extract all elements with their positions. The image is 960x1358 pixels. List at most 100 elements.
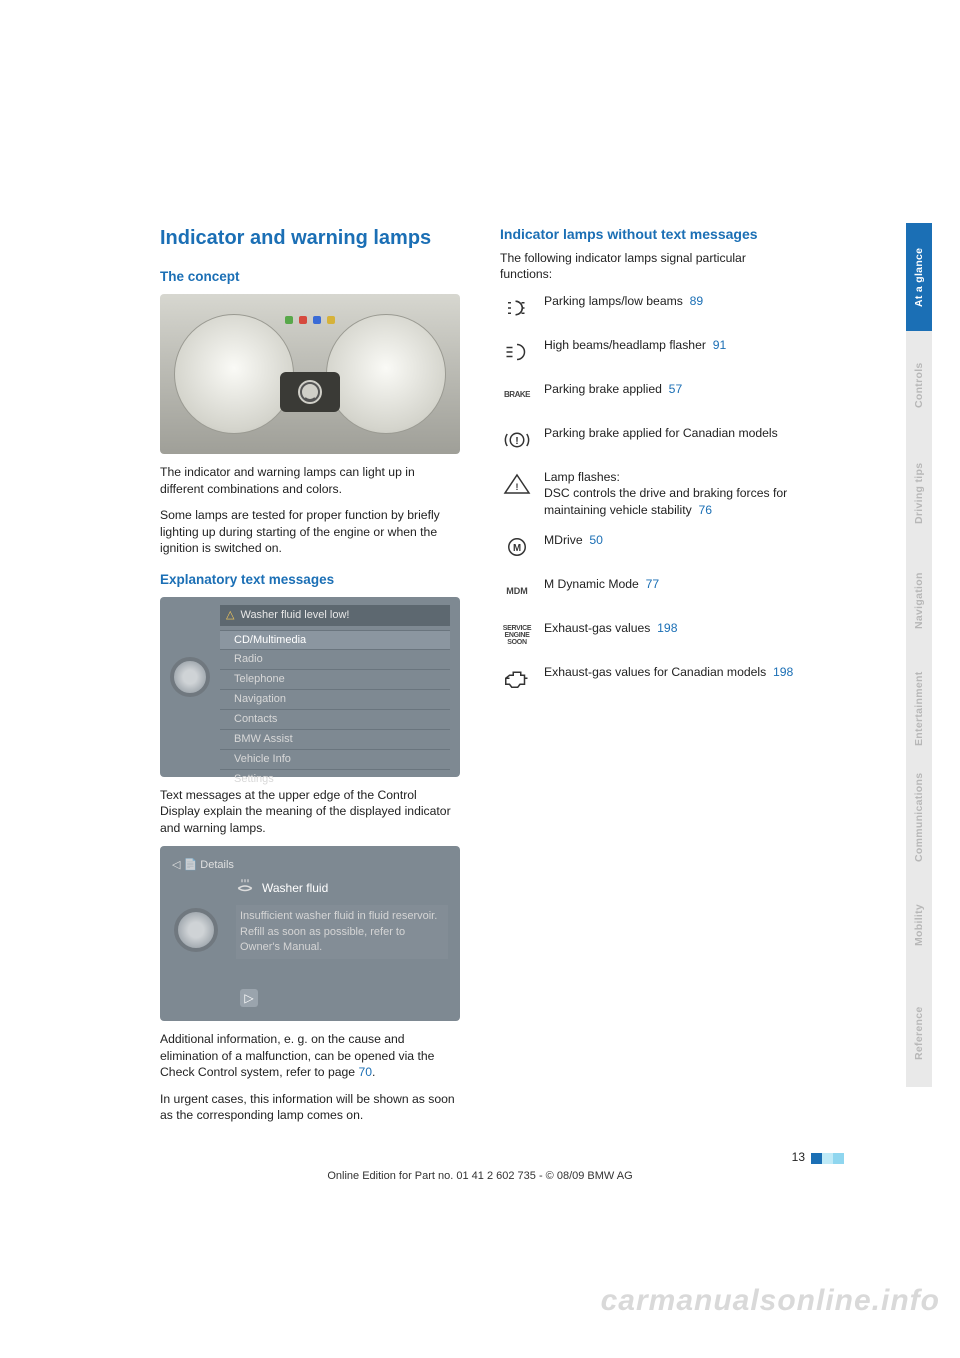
concept-p2: Some lamps are tested for proper functio…	[160, 507, 460, 556]
washer-fluid-icon	[236, 879, 254, 897]
svg-text:!: !	[515, 435, 519, 447]
explanatory-heading: Explanatory text messages	[160, 571, 460, 589]
page-number-strip	[811, 1153, 844, 1164]
menu-list: CD/MultimediaRadioTelephoneNavigationCon…	[220, 630, 450, 789]
lamp-text: Exhaust-gas values 198	[544, 620, 800, 636]
mdm-icon: MDM	[500, 576, 534, 606]
side-tab[interactable]: Driving tips	[906, 439, 932, 547]
idrive-knob-icon	[170, 657, 210, 697]
lamp-text: Parking brake applied 57	[544, 381, 800, 397]
dash-indicator-strip	[285, 316, 335, 324]
lamp-text: High beams/headlamp flasher 91	[544, 337, 800, 353]
side-tab[interactable]: Entertainment	[906, 655, 932, 763]
concept-p1: The indicator and warning lamps can ligh…	[160, 464, 460, 497]
details-title: Washer fluid	[236, 879, 448, 897]
lamp-row: Exhaust-gas values for Canadian models 1…	[500, 664, 800, 694]
lamp-text: Parking brake applied for Canadian model…	[544, 425, 800, 441]
manual-page: Indicator and warning lamps The concept …	[0, 0, 960, 1358]
lamp-row: M MDrive 50	[500, 532, 800, 562]
side-tab[interactable]: Controls	[906, 331, 932, 439]
warning-triangle-icon: △	[226, 609, 234, 621]
right-intro: The following indicator lamps signal par…	[500, 250, 800, 283]
mdrive-icon: M	[500, 532, 534, 562]
page-link[interactable]: 91	[713, 338, 727, 352]
page-link[interactable]: 198	[773, 665, 793, 679]
page-link[interactable]: 57	[669, 382, 683, 396]
right-heading: Indicator lamps without text messages	[500, 225, 800, 244]
lamp-row: ! Lamp flashes:DSC controls the drive and…	[500, 469, 800, 518]
footer-text: Online Edition for Part no. 01 41 2 602 …	[0, 1170, 960, 1182]
details-message: Insufficient washer fluid in fluid reser…	[236, 905, 448, 959]
page-link[interactable]: 77	[646, 577, 660, 591]
side-tab[interactable]: Reference	[906, 979, 932, 1087]
dsc-icon: !	[500, 469, 534, 499]
add-p1-text: Additional information, e. g. on the cau…	[160, 1032, 434, 1079]
details-header-label: Details	[200, 859, 234, 871]
menu-figure: △ Washer fluid level low! CD/MultimediaRa…	[160, 597, 460, 777]
page-link[interactable]: 198	[657, 621, 677, 635]
left-column: Indicator and warning lamps The concept …	[160, 225, 460, 1134]
side-tab[interactable]: At a glance	[906, 223, 932, 331]
svg-text:M: M	[513, 543, 521, 554]
lamp-row: ! Parking brake applied for Canadian mode…	[500, 425, 800, 455]
page-number-block: 13	[792, 1150, 844, 1164]
gauge-left	[174, 314, 294, 434]
menu-item: CD/Multimedia	[220, 630, 450, 650]
details-figure: ◁ 📄 Details Washer fluid Insufficient wa…	[160, 846, 460, 1021]
right-column: Indicator lamps without text messages Th…	[500, 225, 800, 1134]
watermark: carmanualsonline.info	[601, 1284, 940, 1318]
lamp-row: BRAKE Parking brake applied 57	[500, 381, 800, 411]
lamp-row: SERVICEENGINESOON Exhaust-gas values 198	[500, 620, 800, 650]
page-link[interactable]: 89	[690, 294, 704, 308]
menu-item: Settings	[220, 769, 450, 789]
lamp-text: Parking lamps/low beams 89	[544, 293, 800, 309]
lamp-text: M Dynamic Mode 77	[544, 576, 800, 592]
menu-warning-text: Washer fluid level low!	[240, 609, 349, 621]
details-next-icon: ▷	[240, 989, 258, 1007]
page-link-70[interactable]: 70	[358, 1065, 372, 1079]
brake_us-icon: BRAKE	[500, 381, 534, 411]
page-link[interactable]: 50	[589, 533, 603, 547]
svc-icon: SERVICEENGINESOON	[500, 620, 534, 650]
lamp-list: Parking lamps/low beams 89 High beams/hea…	[500, 293, 800, 694]
menu-item: Radio	[220, 649, 450, 669]
back-arrow-icon: ◁	[172, 859, 184, 871]
engine-icon	[500, 664, 534, 694]
side-tabs: At a glanceControlsDriving tipsNavigatio…	[906, 223, 932, 1087]
details-header: ◁ 📄 Details	[172, 858, 448, 873]
svg-text:!: !	[516, 482, 519, 492]
dashboard-figure	[160, 294, 460, 454]
page-number: 13	[792, 1150, 805, 1164]
menu-item: Telephone	[220, 669, 450, 689]
explanatory-p: Text messages at the upper edge of the C…	[160, 787, 460, 836]
additional-p1: Additional information, e. g. on the cau…	[160, 1031, 460, 1080]
side-tab[interactable]: Navigation	[906, 547, 932, 655]
side-tab[interactable]: Mobility	[906, 871, 932, 979]
page-link[interactable]: 76	[698, 503, 712, 517]
menu-item: Navigation	[220, 689, 450, 709]
lamp-text: Exhaust-gas values for Canadian models 1…	[544, 664, 800, 680]
lowbeam-icon	[500, 293, 534, 323]
lamp-text: MDrive 50	[544, 532, 800, 548]
details-title-text: Washer fluid	[262, 880, 328, 896]
idrive-knob-icon	[174, 908, 218, 952]
additional-p2: In urgent cases, this information will b…	[160, 1091, 460, 1124]
brake_ca-icon: !	[500, 425, 534, 455]
menu-item: BMW Assist	[220, 729, 450, 749]
gauge-right	[326, 314, 446, 434]
lamp-text: Lamp flashes:DSC controls the drive and …	[544, 469, 800, 518]
details-body: Washer fluid Insufficient washer fluid i…	[236, 879, 448, 959]
center-warning-icon	[298, 380, 322, 404]
lamp-row: MDM M Dynamic Mode 77	[500, 576, 800, 606]
menu-warning-bar: △ Washer fluid level low!	[220, 605, 450, 626]
menu-item: Vehicle Info	[220, 749, 450, 769]
lamp-row: Parking lamps/low beams 89	[500, 293, 800, 323]
highbeam-icon	[500, 337, 534, 367]
menu-item: Contacts	[220, 709, 450, 729]
side-tab[interactable]: Communications	[906, 763, 932, 871]
concept-heading: The concept	[160, 268, 460, 286]
section-heading: Indicator and warning lamps	[160, 225, 460, 252]
add-p1-suffix: .	[372, 1065, 375, 1079]
content-columns: Indicator and warning lamps The concept …	[160, 225, 890, 1134]
lamp-row: High beams/headlamp flasher 91	[500, 337, 800, 367]
